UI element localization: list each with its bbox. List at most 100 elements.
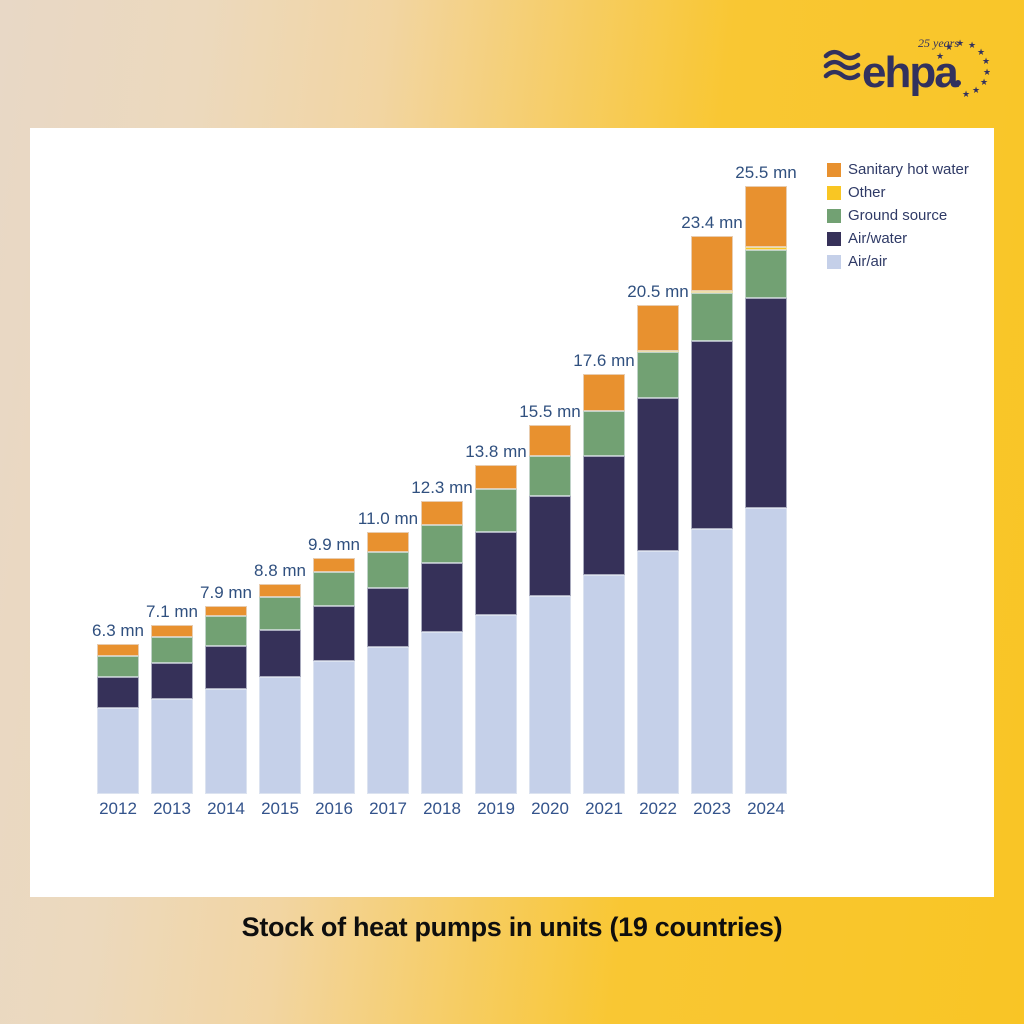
bar-stack-2020 <box>529 424 571 794</box>
bar-segment-air-air <box>637 550 679 794</box>
plot-area: 6.3 mn 2012 7.1 mn 2013 7.9 mn 2014 8.8 mn 2015… <box>92 128 797 818</box>
bar-segment-other <box>637 350 679 352</box>
chart-legend: Sanitary hot water Other Ground source Air/… <box>827 161 969 270</box>
x-axis-label-2019: 2019 <box>477 799 515 818</box>
bar-segment-air-air <box>583 574 625 794</box>
bar-total-label: 7.9 mn <box>200 582 252 602</box>
bar-segment-sanitary-hot-water <box>205 605 247 617</box>
bar-segment-sanitary-hot-water <box>529 424 571 456</box>
bar-2013: 7.1 mn 2013 <box>146 602 198 818</box>
x-axis-label-2016: 2016 <box>315 799 353 818</box>
bar-segment-ground-source <box>313 572 355 606</box>
x-axis-label-2022: 2022 <box>639 799 677 818</box>
bar-stack-2022 <box>637 305 679 794</box>
x-axis-label-2013: 2013 <box>153 799 191 818</box>
legend-label: Sanitary hot water <box>848 161 969 178</box>
svg-text:★: ★ <box>977 47 985 57</box>
bar-2014: 7.9 mn 2014 <box>200 583 252 818</box>
bar-total-label: 12.3 mn <box>411 477 473 497</box>
legend-label: Other <box>848 184 886 201</box>
bar-segment-ground-source <box>151 636 193 663</box>
bar-segment-air-water <box>637 398 679 551</box>
bar-stack-2012 <box>97 643 139 794</box>
bar-total-label: 11.0 mn <box>357 508 419 528</box>
bar-total-label: 9.9 mn <box>308 535 360 554</box>
svg-text:★: ★ <box>945 42 953 52</box>
bar-stack-2019 <box>475 465 517 794</box>
svg-text:★: ★ <box>972 85 980 95</box>
chart-panel: 6.3 mn 2012 7.1 mn 2013 7.9 mn 2014 8.8 mn 2015… <box>30 128 994 897</box>
bar-segment-air-water <box>529 496 571 597</box>
bar-total-label: 8.8 mn <box>254 561 306 581</box>
bar-2022: 20.5 mn 2022 <box>627 282 688 818</box>
bar-total-label: 25.5 mn <box>735 163 797 183</box>
bar-segment-ground-source <box>367 552 409 588</box>
bar-2023: 23.4 mn 2023 <box>681 213 742 818</box>
wordmark-dot <box>955 80 961 86</box>
bar-segment-air-air <box>421 631 463 794</box>
bar-2019: 13.8 mn 2019 <box>465 442 526 818</box>
chart-title: Stock of heat pumps in units (19 countri… <box>241 912 783 942</box>
bar-2017: 11.0 mn 2017 <box>358 509 418 818</box>
bar-segment-ground-source <box>583 411 625 456</box>
bar-segment-air-water <box>745 298 787 508</box>
bar-segment-air-air <box>259 677 301 794</box>
bar-segment-air-water <box>259 629 301 678</box>
bar-segment-ground-source <box>691 293 733 342</box>
x-axis-label-2021: 2021 <box>585 799 623 818</box>
bar-segment-sanitary-hot-water <box>367 531 409 553</box>
bar-segment-air-water <box>313 605 355 661</box>
ehpa-logo-graphic: ehpa 25 years ★ ★ ★ ★ ★ ★ ★ ★ ★ ★ <box>823 36 991 99</box>
svg-text:★: ★ <box>980 77 988 87</box>
bar-2012: 6.3 mn 2012 <box>92 621 144 818</box>
bar-segment-ground-source <box>529 455 571 497</box>
bar-segment-air-air <box>529 596 571 794</box>
bar-segment-air-water <box>421 562 463 632</box>
legend-item-air-water: Air/water <box>827 230 969 247</box>
bar-segment-ground-source <box>475 488 517 532</box>
bar-segment-sanitary-hot-water <box>97 643 139 656</box>
legend-swatch-ground-source <box>827 208 841 223</box>
bar-segment-sanitary-hot-water <box>259 584 301 598</box>
bar-segment-air-water <box>97 677 139 709</box>
bar-segment-ground-source <box>637 351 679 399</box>
bar-total-label: 6.3 mn <box>92 620 144 640</box>
bar-2020: 15.5 mn 2020 <box>519 402 580 818</box>
bar-segment-ground-source <box>97 655 139 678</box>
bar-segment-sanitary-hot-water <box>475 465 517 489</box>
bar-stack-2013 <box>151 624 193 794</box>
bar-stack-2015 <box>259 584 301 794</box>
x-axis-label-2014: 2014 <box>207 799 245 818</box>
ehpa-wordmark: ehpa <box>862 48 959 97</box>
bar-segment-air-water <box>475 531 517 616</box>
waves-icon <box>823 49 861 81</box>
bar-segment-air-air <box>745 507 787 794</box>
bar-segment-sanitary-hot-water <box>637 305 679 351</box>
legend-label: Ground source <box>848 207 948 224</box>
legend-label: Air/water <box>848 230 908 247</box>
legend-swatch-other <box>827 185 841 200</box>
bar-stack-2016 <box>313 558 355 794</box>
bar-segment-other <box>691 291 733 294</box>
svg-text:★: ★ <box>982 56 990 66</box>
legend-item-ground-source: Ground source <box>827 207 969 224</box>
bar-segment-ground-source <box>421 524 463 563</box>
bar-total-label: 13.8 mn <box>465 442 527 462</box>
bar-segment-air-air <box>367 647 409 794</box>
bar-segment-air-air <box>313 660 355 794</box>
svg-text:★: ★ <box>962 89 970 99</box>
bar-segment-air-air <box>475 615 517 794</box>
bar-segment-air-water <box>151 662 193 699</box>
bar-stack-2024 <box>745 186 787 794</box>
bar-segment-sanitary-hot-water <box>313 558 355 573</box>
legend-swatch-sanitary-hot-water <box>827 162 841 177</box>
bar-segment-sanitary-hot-water <box>745 186 787 247</box>
bar-segment-sanitary-hot-water <box>421 500 463 525</box>
bar-segment-air-water <box>691 341 733 530</box>
star-circle-icon: ★ ★ ★ ★ ★ ★ ★ ★ ★ ★ <box>936 38 991 99</box>
bar-2018: 12.3 mn 2018 <box>411 478 472 818</box>
bar-stack-2021 <box>583 374 625 794</box>
bar-segment-sanitary-hot-water <box>583 374 625 412</box>
x-axis-label-2017: 2017 <box>369 799 407 818</box>
x-axis-label-2024: 2024 <box>747 799 785 818</box>
